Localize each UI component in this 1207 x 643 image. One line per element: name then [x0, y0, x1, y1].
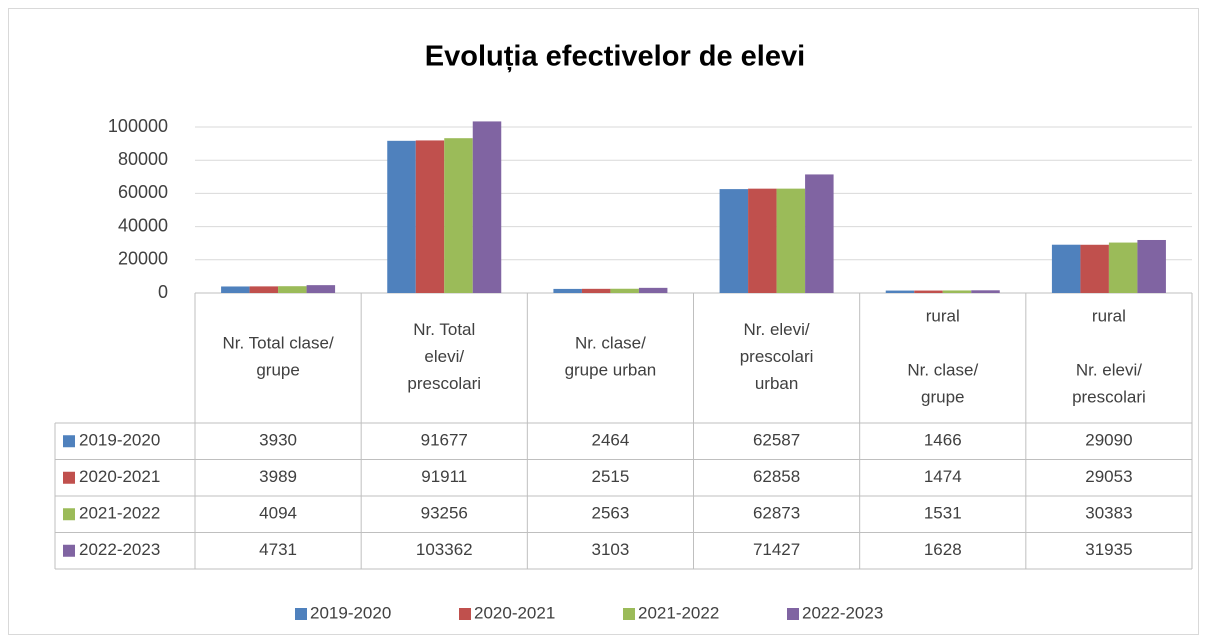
legend-swatch — [295, 608, 307, 620]
table-cell: 30383 — [1085, 504, 1132, 523]
table-cell: 29090 — [1085, 431, 1132, 450]
table-cell: 62873 — [753, 504, 800, 523]
x-tick-label: rural Nr. elevi/prescolari — [1072, 307, 1146, 407]
table-cell: 62858 — [753, 467, 800, 486]
table-cell: 103362 — [416, 540, 473, 559]
bar — [444, 138, 473, 293]
bar — [942, 290, 972, 293]
table-row-label: 2022-2023 — [79, 540, 160, 559]
table-row-label: 2020-2021 — [79, 467, 160, 486]
bar — [1108, 242, 1138, 293]
y-tick-label: 40000 — [118, 215, 168, 235]
table-cell: 1628 — [924, 540, 962, 559]
x-tick-label: rural Nr. clase/grupe — [907, 307, 978, 407]
bar — [776, 188, 806, 293]
table-cell: 91677 — [421, 431, 468, 450]
x-tick-label: Nr. elevi/prescolari urban — [740, 320, 814, 393]
table-cell: 93256 — [421, 504, 468, 523]
y-tick-label: 0 — [158, 282, 168, 302]
bar — [914, 290, 943, 293]
table-cell: 3989 — [259, 467, 297, 486]
bar — [306, 285, 336, 293]
x-tick-label: Nr. Total clase/grupe — [222, 334, 333, 380]
bar — [610, 288, 639, 293]
legend-key — [63, 544, 75, 557]
bar — [278, 286, 307, 293]
table-cell: 4094 — [259, 504, 297, 523]
legend-label: 2019-2020 — [310, 603, 391, 622]
table-cell: 31935 — [1085, 540, 1132, 559]
y-tick-label: 20000 — [118, 249, 168, 269]
chart-title: Evoluția efectivelor de elevi — [425, 41, 805, 73]
bar — [638, 287, 668, 293]
table-cell: 1474 — [924, 467, 962, 486]
bar — [719, 189, 749, 293]
legend-label: 2021-2022 — [638, 603, 719, 622]
bar — [415, 140, 445, 293]
bar — [249, 286, 279, 293]
bar — [553, 288, 582, 293]
bar — [1080, 244, 1109, 293]
table-cell: 3930 — [259, 431, 297, 450]
bar — [971, 290, 1000, 293]
bar — [387, 140, 416, 293]
bar — [581, 288, 611, 293]
legend-key — [63, 471, 75, 484]
table-cell: 2464 — [592, 431, 630, 450]
bar — [748, 188, 777, 293]
y-tick-label: 60000 — [118, 182, 168, 202]
x-tick-label: Nr. Total elevi/prescolari — [407, 320, 481, 393]
table-cell: 1531 — [924, 504, 962, 523]
chart-frame — [8, 8, 1199, 635]
table-cell: 29053 — [1085, 467, 1132, 486]
y-tick-label: 80000 — [118, 149, 168, 169]
table-cell: 4731 — [259, 540, 297, 559]
bar — [1137, 239, 1166, 293]
legend-label: 2020-2021 — [474, 603, 555, 622]
table-cell: 91911 — [421, 467, 467, 486]
table-cell: 71427 — [753, 540, 800, 559]
table-cell: 1466 — [924, 431, 962, 450]
legend-label: 2022-2023 — [802, 603, 883, 622]
legend-swatch — [459, 608, 471, 620]
table-row-label: 2019-2020 — [79, 431, 160, 450]
legend-key — [63, 508, 75, 521]
table-cell: 62587 — [753, 431, 800, 450]
legend-swatch — [787, 608, 799, 620]
legend-key — [63, 435, 75, 448]
bar — [1051, 244, 1081, 293]
table-row-label: 2021-2022 — [79, 504, 160, 523]
y-tick-label: 100000 — [108, 116, 168, 136]
bar — [472, 121, 502, 293]
x-tick-label: Nr. clase/grupe urban — [565, 334, 657, 380]
table-cell: 2515 — [592, 467, 630, 486]
bar — [221, 286, 250, 293]
legend-swatch — [623, 608, 635, 620]
table-cell: 2563 — [592, 504, 630, 523]
bar — [805, 174, 834, 293]
bar — [885, 290, 915, 293]
table-cell: 3103 — [592, 540, 630, 559]
